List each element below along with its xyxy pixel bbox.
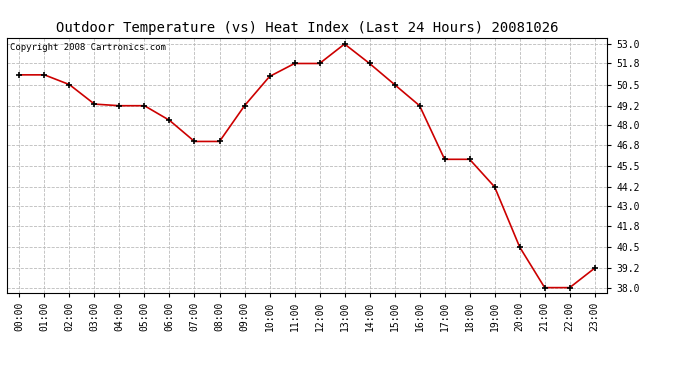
Text: Copyright 2008 Cartronics.com: Copyright 2008 Cartronics.com	[10, 43, 166, 52]
Title: Outdoor Temperature (vs) Heat Index (Last 24 Hours) 20081026: Outdoor Temperature (vs) Heat Index (Las…	[56, 21, 558, 35]
